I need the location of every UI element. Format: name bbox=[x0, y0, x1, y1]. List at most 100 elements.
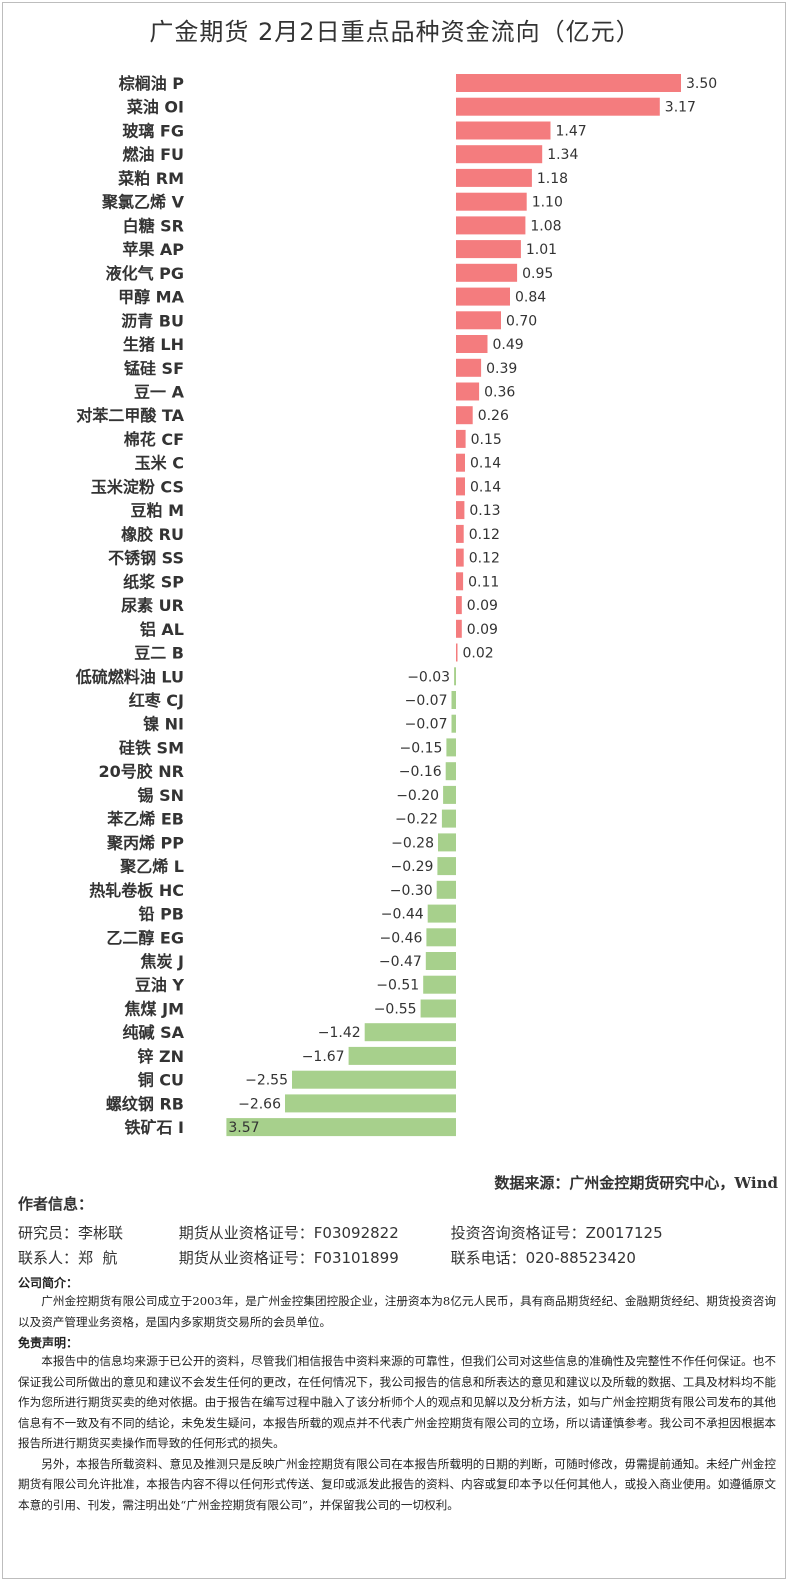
category-label: 玉米 C bbox=[135, 454, 184, 473]
bar bbox=[456, 121, 551, 140]
category-label: 聚氯乙烯 V bbox=[101, 193, 185, 212]
contact-license: 期货从业资格证号：F03101899 bbox=[178, 1249, 399, 1267]
disclaimer-paragraph-2: 另外，本报告所载资料、意见及推测只是反映广州金控期货有限公司在本报告所载明的日期… bbox=[18, 1456, 776, 1512]
category-label: 纯碱 SA bbox=[123, 1023, 185, 1042]
category-label: 豆油 Y bbox=[135, 976, 185, 995]
value-label: 1.18 bbox=[537, 171, 568, 187]
category-label: 豆二 B bbox=[134, 644, 184, 663]
value-label: 1.08 bbox=[530, 218, 561, 234]
category-label: 20号胶 NR bbox=[98, 762, 184, 781]
value-label: 3.50 bbox=[686, 76, 717, 92]
category-label: 棉花 CF bbox=[124, 430, 184, 449]
category-label: 焦煤 JM bbox=[124, 1000, 184, 1019]
value-label: −2.55 bbox=[245, 1073, 288, 1089]
bar bbox=[454, 667, 456, 686]
category-label: 菜粕 RM bbox=[117, 169, 184, 188]
value-label: −0.47 bbox=[379, 954, 422, 970]
bar-chart: 棕榈油 P 3.50 菜油 OI 3.17 玻璃 FG 1.47 燃油 FU 1.34 菜粕 R… bbox=[75, 74, 717, 1137]
category-label: 尿素 UR bbox=[121, 596, 184, 615]
bar bbox=[441, 809, 456, 828]
value-label: 3.17 bbox=[665, 100, 696, 116]
researcher-license: 期货从业资格证号：F03092822 bbox=[178, 1224, 399, 1242]
value-label: 0.14 bbox=[470, 479, 501, 495]
bar bbox=[364, 1023, 456, 1042]
category-label: 液化气 PG bbox=[106, 264, 184, 283]
value-label: 0.36 bbox=[484, 385, 515, 401]
value-label: −0.44 bbox=[381, 907, 424, 923]
bar bbox=[443, 785, 456, 804]
value-label: 0.84 bbox=[515, 290, 546, 306]
category-label: 玻璃 FG bbox=[122, 122, 184, 141]
value-label: 0.02 bbox=[463, 646, 494, 662]
value-label: −0.15 bbox=[399, 740, 442, 756]
bar bbox=[425, 952, 456, 970]
value-label: 0.09 bbox=[467, 598, 498, 614]
value-label: 0.12 bbox=[469, 551, 500, 567]
category-label: 生猪 LH bbox=[123, 335, 184, 354]
category-label: 菜油 OI bbox=[126, 98, 184, 117]
value-label: −0.55 bbox=[374, 1002, 417, 1018]
value-label: 0.39 bbox=[486, 361, 517, 377]
value-label: 1.47 bbox=[556, 124, 587, 140]
bar bbox=[456, 287, 510, 306]
bar bbox=[456, 524, 464, 543]
category-label: 乙二醇 EG bbox=[106, 928, 184, 947]
value-label: −0.03 bbox=[407, 669, 450, 685]
category-label: 橡胶 RU bbox=[121, 525, 184, 544]
category-label: 白糖 SR bbox=[123, 216, 184, 235]
bar bbox=[456, 619, 462, 638]
category-label: 聚丙烯 PP bbox=[106, 833, 184, 852]
researcher-consult-license: 投资咨询资格证号：Z0017125 bbox=[450, 1224, 663, 1242]
bar bbox=[456, 477, 465, 496]
value-label: 1.10 bbox=[532, 195, 563, 211]
value-label: 0.09 bbox=[467, 622, 498, 638]
value-label: 0.12 bbox=[469, 527, 500, 543]
company-text: 广州金控期货有限公司成立于2003年，是广州金控集团控股企业，注册资本为8亿元人… bbox=[18, 1294, 776, 1329]
category-label: 苯乙烯 EB bbox=[106, 810, 184, 829]
value-label: 0.15 bbox=[471, 432, 502, 448]
bar bbox=[451, 691, 456, 709]
value-label: −0.07 bbox=[405, 693, 448, 709]
bar bbox=[456, 643, 458, 662]
value-label: 0.13 bbox=[469, 503, 500, 519]
chart-title: 广金期货 2月2日重点品种资金流向（亿元） bbox=[149, 18, 641, 46]
researcher-line: 研究员：李彬联 期货从业资格证号：F03092822 投资咨询资格证号：Z001… bbox=[18, 1222, 776, 1247]
value-label: 0.49 bbox=[493, 337, 524, 353]
bar bbox=[456, 240, 521, 259]
bar bbox=[456, 335, 488, 353]
bar bbox=[285, 1094, 456, 1113]
bar bbox=[446, 738, 456, 757]
value-label: −0.28 bbox=[391, 835, 434, 851]
value-label: 3.57 bbox=[228, 1120, 259, 1136]
category-label: 铁矿石 I bbox=[124, 1118, 184, 1137]
category-label: 不锈钢 SS bbox=[108, 549, 184, 568]
data-source: 数据来源：广州金控期货研究中心，Wind bbox=[494, 1174, 778, 1192]
bar bbox=[348, 1046, 456, 1065]
bar bbox=[456, 263, 518, 282]
contact-phone: 联系电话：020-88523420 bbox=[450, 1249, 636, 1267]
category-label: 沥青 BU bbox=[121, 311, 184, 330]
category-label: 苹果 AP bbox=[122, 240, 184, 259]
author-heading: 作者信息： bbox=[18, 1195, 94, 1213]
category-label: 对苯二甲酸 TA bbox=[76, 406, 184, 425]
bar bbox=[456, 406, 473, 425]
bar bbox=[456, 74, 681, 92]
bar bbox=[427, 904, 456, 923]
value-label: 1.01 bbox=[526, 242, 557, 258]
category-label: 锌 ZN bbox=[137, 1047, 184, 1066]
value-label: 0.70 bbox=[506, 313, 537, 329]
category-label: 铅 PB bbox=[139, 905, 185, 924]
bar bbox=[456, 429, 466, 448]
category-label: 豆粕 M bbox=[131, 501, 185, 520]
value-label: −1.42 bbox=[318, 1025, 361, 1041]
category-label: 燃油 FU bbox=[123, 145, 185, 164]
value-label: 1.34 bbox=[547, 147, 578, 163]
category-label: 热轧卷板 HC bbox=[89, 881, 184, 900]
contact-line: 联系人：郑 航 期货从业资格证号：F03101899 联系电话：020-8852… bbox=[18, 1247, 776, 1272]
bar bbox=[438, 833, 456, 852]
bar bbox=[456, 145, 543, 164]
bar bbox=[456, 216, 526, 235]
bar bbox=[426, 928, 456, 947]
category-label: 聚乙烯 L bbox=[119, 857, 184, 876]
